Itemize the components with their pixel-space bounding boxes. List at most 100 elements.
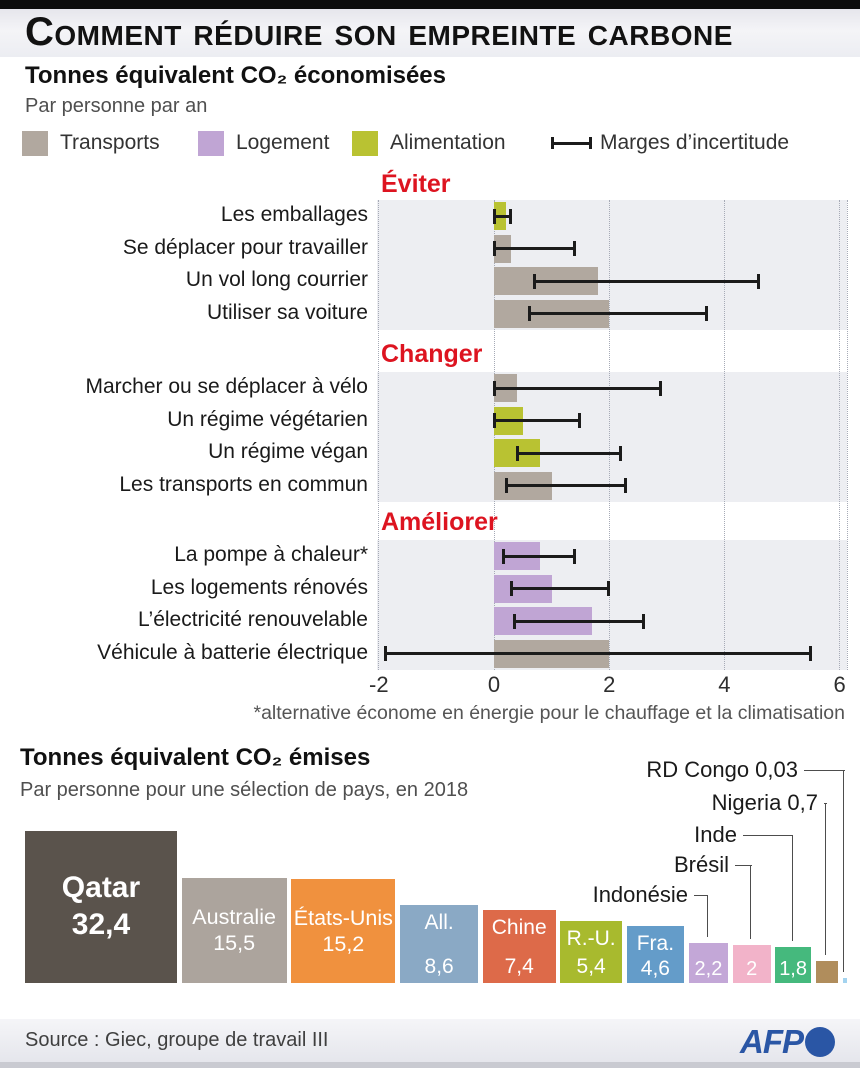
callout-line-indonesie bbox=[694, 895, 709, 896]
bar-value: 4,6 bbox=[640, 957, 670, 981]
bar-bresil: 2 bbox=[732, 945, 771, 983]
x-axis-tick-2: 2 bbox=[603, 672, 616, 697]
legend-label-transports: Transports bbox=[60, 131, 160, 154]
error-bar-un-regime-vegan bbox=[517, 451, 621, 455]
callout-line-nigeria bbox=[825, 804, 827, 955]
afp-logo-circle-icon bbox=[805, 1027, 835, 1057]
afp-logo-text: AFP bbox=[740, 1023, 804, 1060]
group-heading-ameliorer: Améliorer bbox=[381, 508, 498, 536]
row-label-un-regime-vegetarien: Un régime végétarien bbox=[167, 407, 368, 431]
chart-footnote: *alternative économe en énergie pour le … bbox=[253, 702, 845, 724]
row-label-utiliser-sa-voiture: Utiliser sa voiture bbox=[206, 300, 368, 324]
bar-value: 15,2 bbox=[322, 931, 365, 956]
callout-line-indonesie bbox=[706, 896, 708, 938]
error-bar-cap-hi bbox=[624, 478, 628, 493]
error-bar-un-vol-long-courrier bbox=[534, 279, 759, 283]
error-bar-cap-lo bbox=[493, 208, 496, 224]
row-label-marcher-ou-se-deplacer-a-velo: Marcher ou se déplacer à vélo bbox=[85, 375, 369, 398]
legend-swatch-alimentation bbox=[352, 131, 378, 156]
error-bar-icon bbox=[551, 142, 591, 145]
x-axis-tick--2: -2 bbox=[369, 672, 389, 697]
error-bar-cap-lo bbox=[516, 445, 520, 461]
legend-label-marges-d-incertitude: Marges d’incertitude bbox=[600, 131, 790, 154]
error-bar-l-electricite-renouvelable bbox=[514, 619, 644, 623]
bar-value: 8,6 bbox=[424, 955, 454, 979]
row-label-l-electricite-renouvelable: L’électricité renouvelable bbox=[138, 608, 368, 631]
bar-label: Chine bbox=[491, 916, 547, 940]
row-label-un-regime-vegan: Un régime végan bbox=[208, 440, 368, 463]
emissions-chart-title: Tonnes équivalent CO₂ émises bbox=[20, 744, 371, 771]
group-heading-eviter: Éviter bbox=[381, 170, 451, 198]
bar-qatar: Qatar 32,4 bbox=[25, 831, 177, 983]
error-bar-cap-hi bbox=[756, 273, 760, 289]
bar-indonesie: 2,2 bbox=[688, 943, 729, 983]
afp-logo: AFP bbox=[740, 1023, 835, 1060]
row-label-un-vol-long-courrier: Un vol long courrier bbox=[185, 268, 368, 291]
error-bar-cap-hi bbox=[808, 646, 812, 661]
gridline--2 bbox=[378, 200, 380, 670]
bar-etats-unis: États-Unis 15,2 bbox=[291, 878, 396, 983]
chart-panel-changer bbox=[377, 372, 847, 502]
bar-value: 1,8 bbox=[779, 957, 807, 980]
bar-inde: 1,8 bbox=[775, 947, 811, 983]
group-heading-changer: Changer bbox=[381, 340, 483, 368]
error-bar-cap-hi bbox=[705, 306, 709, 321]
page-title: Comment réduire son empreinte carbone bbox=[25, 10, 733, 54]
gridline-6 bbox=[839, 200, 841, 670]
bar-value: 32,4 bbox=[71, 908, 131, 941]
error-bar-cap-lo bbox=[510, 581, 514, 596]
bar-chine: Chine 7,4 bbox=[482, 910, 556, 983]
bar-label: Fra. bbox=[636, 931, 675, 955]
legend-swatch-logement bbox=[198, 131, 224, 156]
emissions-chart-subtitle: Par personne pour une sélection de pays,… bbox=[20, 779, 469, 801]
chart-panel-eviter bbox=[377, 200, 847, 330]
error-bar-marcher-ou-se-deplacer-a-velo bbox=[494, 386, 662, 390]
error-bar-cap-hi bbox=[578, 413, 582, 428]
gridline-2 bbox=[608, 200, 610, 670]
bar-value: 7,4 bbox=[504, 955, 534, 979]
callout-line-rd-congo bbox=[804, 770, 845, 771]
bar-label: Australie bbox=[192, 905, 276, 930]
bar-value: 2,2 bbox=[694, 957, 723, 980]
x-axis-tick-6: 6 bbox=[833, 672, 846, 697]
callout-label-rd-congo: RD Congo 0,03 bbox=[646, 757, 798, 782]
x-axis-tick-4: 4 bbox=[718, 672, 731, 697]
row-label-les-emballages: Les emballages bbox=[220, 203, 368, 226]
callout-line-bresil bbox=[750, 866, 752, 940]
title-band bbox=[0, 9, 860, 57]
error-bar-cap-lo bbox=[501, 548, 505, 564]
error-bar-cap-lo bbox=[527, 306, 531, 321]
error-bar-cap-lo bbox=[493, 241, 496, 256]
callout-line-inde bbox=[791, 836, 793, 942]
bar-label: All. bbox=[424, 910, 454, 934]
legend-label-logement: Logement bbox=[236, 131, 330, 154]
x-axis-tick-0: 0 bbox=[487, 672, 501, 697]
chart-panel-ameliorer bbox=[377, 540, 847, 670]
legend-swatch-transports bbox=[22, 131, 48, 156]
bottom-strip bbox=[0, 1062, 860, 1068]
gridline-6.13 bbox=[846, 200, 848, 670]
error-bar-se-deplacer-pour-travailler bbox=[494, 247, 575, 250]
top-black-bar bbox=[0, 0, 860, 9]
error-bar-cap-hi bbox=[618, 445, 622, 461]
error-bar-cap-hi bbox=[509, 208, 513, 224]
error-bar-cap-lo bbox=[493, 413, 496, 428]
footer-band bbox=[0, 1019, 860, 1062]
error-bar-cap-lo bbox=[383, 646, 387, 661]
callout-line-inde bbox=[743, 835, 794, 836]
error-bar-la-pompe-a-chaleur bbox=[502, 554, 575, 558]
bar-all: All. 8,6 bbox=[399, 904, 479, 983]
error-bar-un-regime-vegetarien bbox=[494, 419, 581, 422]
bar-value: 15,5 bbox=[213, 931, 256, 956]
source-text: Source : Giec, groupe de travail III bbox=[25, 1029, 329, 1051]
savings-chart-title: Tonnes équivalent CO₂ économisées bbox=[25, 62, 446, 89]
error-bar-les-logements-renoves bbox=[511, 587, 610, 590]
row-label-les-transports-en-commun: Les transports en commun bbox=[119, 472, 368, 496]
callout-label-nigeria: Nigeria 0,7 bbox=[711, 790, 818, 815]
bar-value: 2 bbox=[746, 957, 758, 980]
bar-label: États-Unis bbox=[293, 905, 393, 930]
row-label-la-pompe-a-chaleur: La pompe à chaleur* bbox=[174, 543, 368, 566]
gridline-4 bbox=[723, 200, 725, 670]
error-bar-icon-cap bbox=[589, 137, 592, 149]
error-bar-les-emballages bbox=[494, 214, 512, 218]
